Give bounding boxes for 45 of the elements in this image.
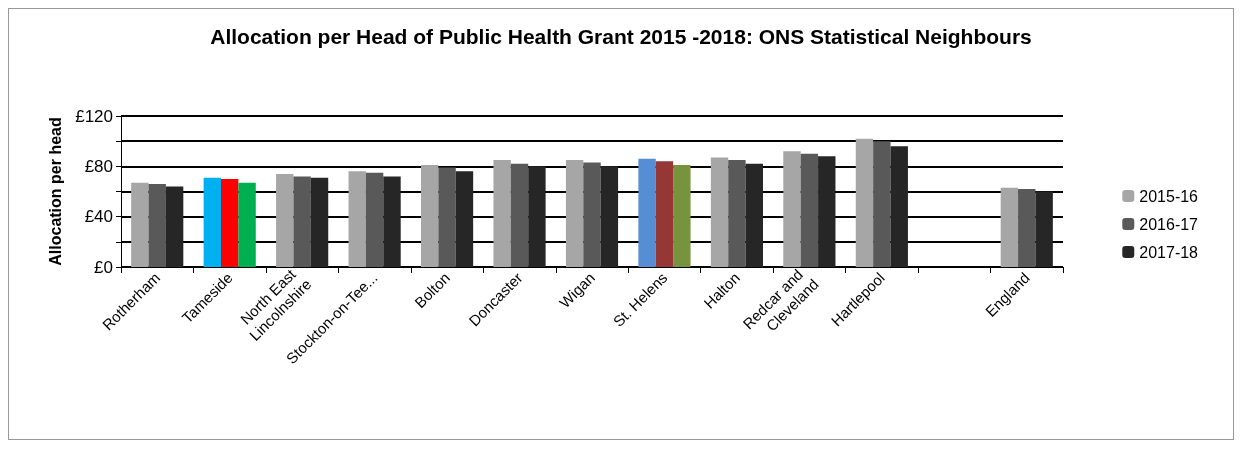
bar xyxy=(293,176,311,267)
bar xyxy=(600,166,619,267)
bar xyxy=(1000,187,1019,267)
y-tick-label: £120 xyxy=(75,106,113,126)
bar xyxy=(310,177,329,267)
bar xyxy=(855,138,874,267)
bar xyxy=(783,151,801,267)
legend-label: 2016-17 xyxy=(1139,215,1199,233)
bar xyxy=(131,182,149,267)
bar xyxy=(818,156,836,267)
y-tick-label: £40 xyxy=(84,207,113,227)
bar xyxy=(673,165,691,267)
chart-title: Allocation per Head of Public Health Grant 2015 -2018: ONS Statistical Neighbours xyxy=(210,25,1032,48)
bar xyxy=(873,141,891,267)
bar xyxy=(890,146,908,267)
bar xyxy=(583,162,601,267)
bar xyxy=(655,161,674,267)
bar xyxy=(1035,191,1053,267)
bar xyxy=(493,160,511,267)
bar xyxy=(728,160,746,267)
y-tick-label: £80 xyxy=(84,156,113,176)
bar xyxy=(165,186,184,267)
y-axis-title: Allocation per head xyxy=(46,117,64,266)
bar xyxy=(276,173,294,267)
bar xyxy=(565,160,584,267)
bar xyxy=(710,157,729,267)
bar xyxy=(420,165,439,267)
bar xyxy=(438,167,456,267)
bar xyxy=(203,177,221,267)
legend-label: 2015-16 xyxy=(1139,187,1199,205)
bar xyxy=(800,153,819,267)
bar xyxy=(383,176,401,267)
y-tick-label: £0 xyxy=(94,257,113,277)
bar xyxy=(238,182,256,267)
bar xyxy=(1018,188,1036,267)
bar xyxy=(365,172,384,267)
bar xyxy=(528,166,546,267)
legend-label: 2017-18 xyxy=(1139,243,1199,261)
bar xyxy=(348,171,366,267)
bar xyxy=(638,158,656,267)
bar xyxy=(745,163,764,267)
bar xyxy=(510,163,529,267)
bar xyxy=(455,171,474,267)
bar xyxy=(148,183,166,267)
bar xyxy=(221,178,239,267)
